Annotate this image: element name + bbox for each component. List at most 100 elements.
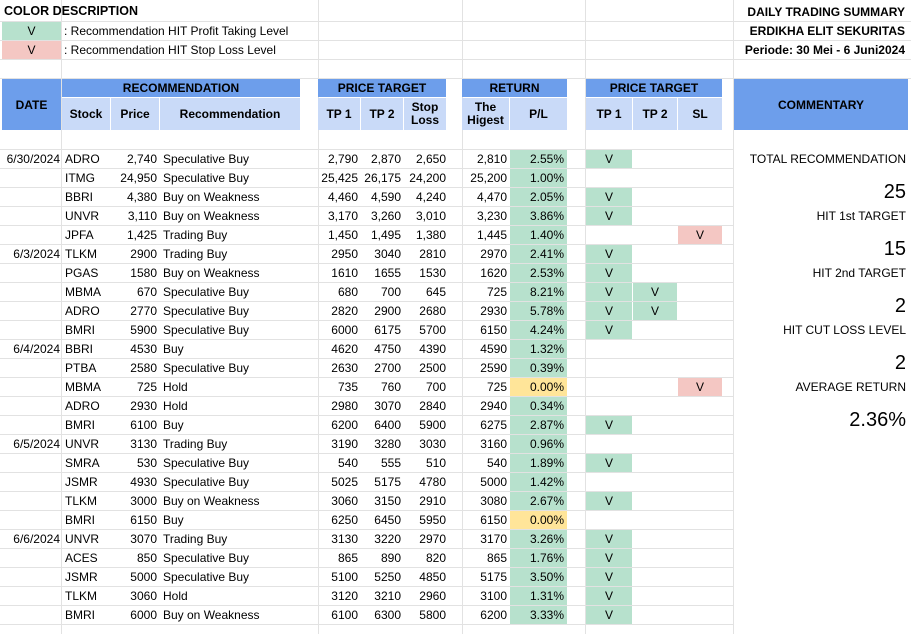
highest-cell: 4590 (480, 342, 507, 356)
hit-sl-cell (678, 188, 722, 207)
header-stop-loss: Stop Loss (404, 98, 446, 130)
recommendation-cell: Trading Buy (163, 532, 228, 546)
hit-sl-cell (678, 473, 722, 492)
hit-sl-cell: V (678, 378, 722, 397)
recommendation-cell: Speculative Buy (163, 551, 250, 565)
hit-sl-cell (678, 245, 722, 264)
hit-sl-cell (678, 321, 722, 340)
price-cell: 4930 (130, 475, 157, 489)
hit-tp2-cell (633, 264, 677, 283)
highest-cell: 1620 (480, 266, 507, 280)
tp1-cell: 1,450 (327, 228, 358, 242)
stop-loss-cell: 2500 (419, 361, 446, 375)
stock-cell: SMRA (65, 456, 100, 470)
stock-cell: BMRI (65, 418, 95, 432)
recommendation-cell: Hold (163, 380, 188, 394)
stock-cell: ADRO (65, 304, 100, 318)
price-cell: 6150 (130, 513, 157, 527)
legend-swatch-stop: V (2, 41, 61, 59)
tp1-cell: 3,170 (327, 209, 358, 223)
stock-cell: BBRI (65, 190, 94, 204)
table-row: ITMG 24,950 Speculative Buy 25,425 26,175 24,… (0, 169, 911, 188)
stock-cell: TLKM (65, 247, 98, 261)
tp1-cell: 3130 (331, 532, 358, 546)
date-cell (3, 587, 60, 606)
date-cell (3, 321, 60, 340)
tp1-cell: 6000 (331, 323, 358, 337)
hit-sl-cell (678, 302, 722, 321)
hit-tp1-cell (586, 378, 632, 397)
tp2-cell: 2900 (374, 304, 401, 318)
hit-tp2-cell (633, 606, 677, 625)
tp1-cell: 3060 (331, 494, 358, 508)
tp2-cell: 6175 (374, 323, 401, 337)
hit-tp2-cell (633, 397, 677, 416)
stop-loss-cell: 2840 (419, 399, 446, 413)
hit-tp2-cell (633, 473, 677, 492)
price-cell: 850 (136, 551, 157, 565)
hit-sl-cell (678, 169, 722, 188)
stock-cell: ITMG (65, 171, 95, 185)
pl-cell: 8.21% (510, 283, 567, 302)
price-cell: 2900 (130, 247, 157, 261)
price-cell: 2580 (130, 361, 157, 375)
hit-tp1-cell (586, 435, 632, 454)
stock-cell: ACES (65, 551, 98, 565)
hit-tp2-cell (633, 169, 677, 188)
hit-tp1-cell (586, 340, 632, 359)
tp2-cell: 760 (380, 380, 401, 394)
tp2-cell: 890 (380, 551, 401, 565)
date-cell (3, 606, 60, 625)
recommendation-cell: Buy on Weakness (163, 608, 260, 622)
date-cell (3, 188, 60, 207)
hit-sl-cell (678, 397, 722, 416)
price-cell: 2770 (130, 304, 157, 318)
hit-tp1-cell: V (586, 245, 632, 264)
price-cell: 1580 (130, 266, 157, 280)
table-row: BMRI 6000 Buy on Weakness 6100 6300 5800 6200 3… (0, 606, 911, 625)
price-cell: 1,425 (126, 228, 157, 242)
table-row: 6/4/2024 BBRI 4530 Buy 4620 4750 4390 4590 1.32% (0, 340, 911, 359)
highest-cell: 865 (486, 551, 507, 565)
price-cell: 6100 (130, 418, 157, 432)
stock-cell: JSMR (65, 475, 98, 489)
hit-tp2-cell (633, 340, 677, 359)
table-row: TLKM 3060 Hold 3120 3210 2960 3100 1.31% V (0, 587, 911, 606)
header-tp1: TP 1 (318, 98, 360, 130)
tp1-cell: 2,790 (327, 152, 358, 166)
hit-cut-loss-label: HIT CUT LOSS LEVEL (783, 323, 906, 337)
recommendation-cell: Speculative Buy (163, 475, 250, 489)
table-row: 6/6/2024 UNVR 3070 Trading Buy 3130 3220 2970 3… (0, 530, 911, 549)
table-row: MBMA 725 Hold 735 760 700 725 0.00% V (0, 378, 911, 397)
pl-cell: 5.78% (510, 302, 567, 321)
price-cell: 5900 (130, 323, 157, 337)
legend-swatch-profit: V (2, 22, 61, 40)
date-cell (3, 568, 60, 587)
date-cell (3, 207, 60, 226)
hit-sl-cell (678, 568, 722, 587)
price-cell: 6000 (130, 608, 157, 622)
pl-cell: 3.26% (510, 530, 567, 549)
highest-cell: 5175 (480, 570, 507, 584)
pl-cell: 1.40% (510, 226, 567, 245)
recommendation-cell: Speculative Buy (163, 323, 250, 337)
recommendation-cell: Trading Buy (163, 437, 228, 451)
price-cell: 3,110 (127, 209, 157, 223)
tp2-cell: 700 (380, 285, 401, 299)
highest-cell: 540 (486, 456, 507, 470)
hit-tp1-cell: V (586, 302, 632, 321)
highest-cell: 1,445 (476, 228, 507, 242)
header-price: Price (111, 98, 159, 130)
legend-text-stop: : Recommendation HIT Stop Loss Level (64, 43, 276, 57)
tp1-cell: 1610 (331, 266, 358, 280)
tp1-cell: 4,460 (327, 190, 358, 204)
pl-cell: 2.41% (510, 245, 567, 264)
hit-sl-cell (678, 150, 722, 169)
table-row: PTBA 2580 Speculative Buy 2630 2700 2500 2590 0… (0, 359, 911, 378)
stop-loss-cell: 3030 (419, 437, 446, 451)
header-recommendation: Recommendation (160, 98, 300, 130)
hit-sl-cell (678, 549, 722, 568)
tp1-cell: 865 (337, 551, 358, 565)
date-cell (3, 378, 60, 397)
date-cell: 6/3/2024 (13, 247, 60, 261)
